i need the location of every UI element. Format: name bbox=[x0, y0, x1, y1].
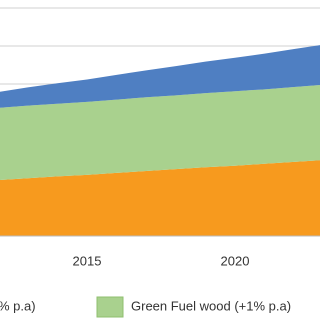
area bbox=[0, 45, 320, 108]
legend-label: % p.a) bbox=[0, 298, 36, 313]
legend-swatch bbox=[96, 296, 124, 318]
area bbox=[0, 85, 320, 181]
area bbox=[0, 160, 320, 236]
x-tick-label: 2020 bbox=[221, 253, 250, 268]
legend-label: Green Fuel wood (+1% p.a) bbox=[131, 298, 291, 313]
x-tick-label: 2015 bbox=[73, 253, 102, 268]
